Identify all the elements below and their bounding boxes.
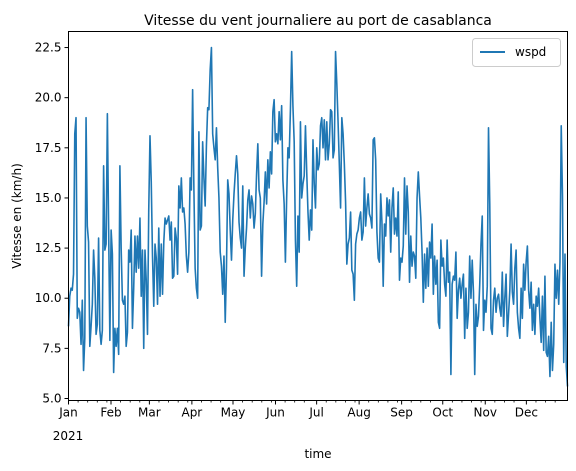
- y-tick-label: 17.5: [35, 141, 62, 155]
- chart-title: Vitesse du vent journaliere au port de c…: [144, 13, 492, 29]
- x-tick-label: Jan: [58, 406, 78, 420]
- x-year-label: 2021: [53, 429, 84, 443]
- x-tick-label: Mar: [138, 406, 161, 420]
- series-line-wspd: [67, 46, 569, 387]
- y-tick-label: 7.5: [42, 341, 61, 355]
- legend: wspd: [472, 38, 561, 67]
- x-tick-label: Sep: [390, 406, 413, 420]
- y-tick-label: 22.5: [35, 41, 62, 55]
- x-tick-label: Feb: [100, 406, 121, 420]
- x-tick-label: Jun: [265, 406, 285, 420]
- x-tick-label: Oct: [432, 406, 453, 420]
- y-axis-ticks: 5.0 7.5 10.0 12.5 15.0 17.5 20.0 22.5: [35, 41, 69, 405]
- y-tick-label: 12.5: [35, 241, 62, 255]
- x-axis-label: time: [304, 447, 331, 461]
- x-tick-label: Nov: [474, 406, 497, 420]
- legend-box: [472, 38, 561, 67]
- series-lines: [67, 46, 569, 387]
- y-tick-label: 5.0: [42, 391, 61, 405]
- x-axis-ticks: Jan Feb Mar Apr May Jun Jul Aug Sep Oct Nov Dec: [58, 400, 556, 420]
- y-axis-label: Vitesse en (km/h): [10, 163, 24, 269]
- legend-label-wspd: wspd: [515, 45, 546, 59]
- x-tick-label: Jul: [308, 406, 323, 420]
- y-tick-label: 15.0: [35, 191, 62, 205]
- x-tick-label: Aug: [347, 406, 370, 420]
- x-tick-label: Apr: [181, 406, 202, 420]
- y-tick-label: 10.0: [35, 291, 62, 305]
- x-tick-label: May: [221, 406, 246, 420]
- y-tick-label: 20.0: [35, 91, 62, 105]
- x-tick-label: Dec: [515, 406, 538, 420]
- plot-frame: [68, 31, 568, 401]
